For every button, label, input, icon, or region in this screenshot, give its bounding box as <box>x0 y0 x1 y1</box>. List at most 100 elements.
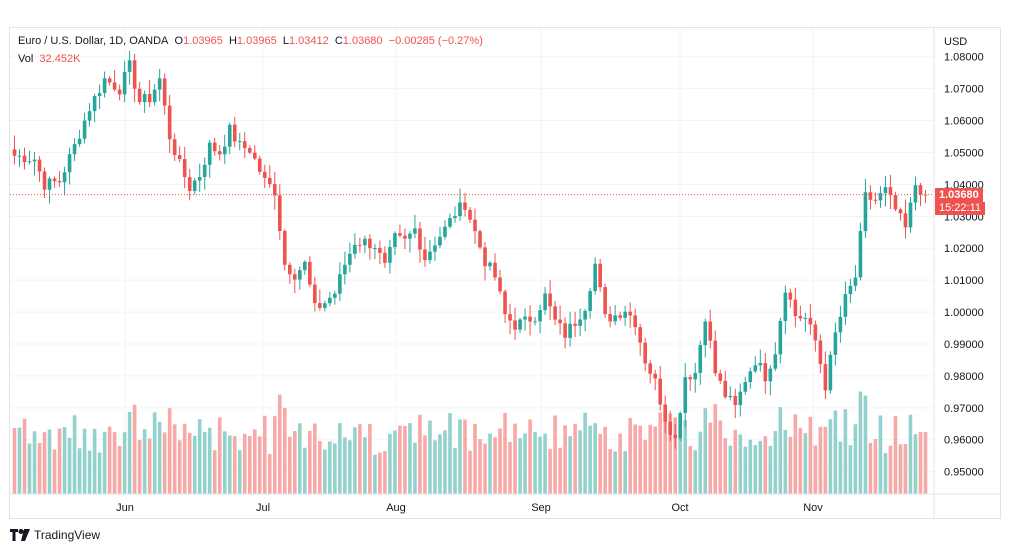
candle-down[interactable] <box>257 158 262 172</box>
candle-up[interactable] <box>863 192 868 232</box>
candle-up[interactable] <box>127 60 132 72</box>
candle-down[interactable] <box>308 261 312 285</box>
candle-up[interactable] <box>92 96 97 112</box>
candle-up[interactable] <box>82 120 87 139</box>
candle-up[interactable] <box>87 111 92 121</box>
candle-up[interactable] <box>363 238 367 246</box>
candle-up[interactable] <box>157 78 162 90</box>
candle-down[interactable] <box>52 178 57 182</box>
candle-up[interactable] <box>913 185 918 203</box>
candle-down[interactable] <box>673 434 678 439</box>
candle-up[interactable] <box>27 161 32 163</box>
candle-up[interactable] <box>428 251 432 261</box>
candle-up[interactable] <box>408 233 412 239</box>
candle-up[interactable] <box>848 285 853 295</box>
candle-down[interactable] <box>378 247 382 253</box>
candle-down[interactable] <box>473 219 477 232</box>
candle-up[interactable] <box>323 303 327 308</box>
candle-down[interactable] <box>147 93 152 103</box>
candle-up[interactable] <box>843 294 848 317</box>
candle-down[interactable] <box>468 209 472 220</box>
candle-down[interactable] <box>313 284 317 304</box>
chart-frame[interactable]: 1.08000 1.07000 1.06000 1.05000 1.04000 1.030… <box>9 27 1001 519</box>
candle-down[interactable] <box>463 202 467 210</box>
candle-down[interactable] <box>638 327 642 343</box>
candle-down[interactable] <box>793 299 798 317</box>
candle-up[interactable] <box>543 293 547 311</box>
candle-up[interactable] <box>202 164 207 177</box>
candle-down[interactable] <box>267 177 272 185</box>
candle-up[interactable] <box>413 228 417 234</box>
candle-up[interactable] <box>17 155 22 157</box>
candle-down[interactable] <box>528 316 532 322</box>
candle-up[interactable] <box>433 245 437 252</box>
candle-up[interactable] <box>593 263 597 292</box>
candle-down[interactable] <box>608 314 612 322</box>
candle-down[interactable] <box>293 274 297 280</box>
candle-down[interactable] <box>628 311 632 316</box>
candle-up[interactable] <box>192 180 197 192</box>
candle-down[interactable] <box>713 340 718 374</box>
candle-down[interactable] <box>22 155 27 163</box>
candle-up[interactable] <box>122 71 127 95</box>
candle-up[interactable] <box>783 292 788 321</box>
candle-down[interactable] <box>633 315 637 328</box>
candle-down[interactable] <box>368 238 372 249</box>
candle-down[interactable] <box>42 171 47 190</box>
candle-down[interactable] <box>888 187 893 196</box>
candle-up[interactable] <box>768 368 773 382</box>
candle-up[interactable] <box>523 316 527 320</box>
candle-up[interactable] <box>197 176 202 181</box>
candle-up[interactable] <box>152 89 157 103</box>
candle-up[interactable] <box>683 377 688 414</box>
candle-up[interactable] <box>298 270 302 280</box>
candle-down[interactable] <box>563 323 567 338</box>
candle-up[interactable] <box>438 236 442 246</box>
candle-up[interactable] <box>77 138 82 145</box>
candle-down[interactable] <box>318 303 322 308</box>
candle-down[interactable] <box>798 316 803 319</box>
candle-up[interactable] <box>613 315 617 322</box>
candle-down[interactable] <box>663 404 668 422</box>
candle-down[interactable] <box>177 155 182 160</box>
candle-down[interactable] <box>57 181 62 183</box>
candle-down[interactable] <box>483 247 487 267</box>
candle-up[interactable] <box>453 216 457 219</box>
candlestick-chart[interactable]: 1.080001.070001.060001.050001.040001.030… <box>10 28 1000 518</box>
candle-up[interactable] <box>853 277 858 286</box>
candle-down[interactable] <box>918 185 923 195</box>
candle-down[interactable] <box>137 88 142 103</box>
candle-up[interactable] <box>388 247 392 263</box>
candle-down[interactable] <box>277 195 282 232</box>
candle-up[interactable] <box>748 371 753 383</box>
candle-up[interactable] <box>222 146 227 155</box>
candle-down[interactable] <box>182 159 187 178</box>
candle-up[interactable] <box>142 93 147 103</box>
candle-up[interactable] <box>373 247 377 249</box>
candle-up[interactable] <box>97 93 102 97</box>
candle-down[interactable] <box>808 317 813 325</box>
candle-down[interactable] <box>262 171 267 178</box>
candle-down[interactable] <box>252 152 257 159</box>
candle-down[interactable] <box>643 342 647 364</box>
candle-up[interactable] <box>833 332 838 355</box>
candle-up[interactable] <box>227 124 232 147</box>
candle-down[interactable] <box>107 78 112 83</box>
candle-up[interactable] <box>448 218 452 227</box>
candle-down[interactable] <box>668 421 673 435</box>
candle-up[interactable] <box>858 231 863 278</box>
candle-down[interactable] <box>493 262 497 278</box>
candle-down[interactable] <box>37 159 42 172</box>
candle-up[interactable] <box>353 244 357 254</box>
candle-up[interactable] <box>458 202 462 217</box>
candle-down[interactable] <box>873 199 878 201</box>
candle-up[interactable] <box>343 264 347 275</box>
candle-up[interactable] <box>753 365 758 372</box>
candle-up[interactable] <box>758 363 763 366</box>
candle-down[interactable] <box>818 340 823 365</box>
candle-up[interactable] <box>533 321 537 323</box>
candle-up[interactable] <box>703 321 708 346</box>
candle-down[interactable] <box>288 264 292 275</box>
candle-up[interactable] <box>32 159 37 162</box>
candle-down[interactable] <box>418 228 422 250</box>
